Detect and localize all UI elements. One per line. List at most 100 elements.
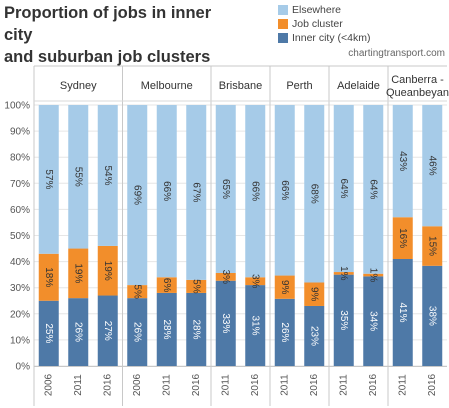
bar-segment-inner-city (392, 258, 413, 366)
bar-segment-elsewhere (304, 105, 325, 283)
data-label-inner-city: 26% (279, 322, 290, 342)
data-label-elsewhere: 66% (250, 181, 261, 201)
data-label-elsewhere: 67% (191, 182, 202, 202)
x-tick-label: 2016 (309, 373, 320, 396)
bar-segment-inner-city (186, 292, 207, 366)
bar-segment-elsewhere (363, 105, 384, 274)
y-tick-label: 30% (10, 283, 30, 294)
data-label-job-cluster: 6% (161, 278, 172, 293)
data-label-elsewhere: 69% (132, 185, 143, 205)
data-label-job-cluster: 19% (102, 261, 113, 281)
bar-segment-elsewhere (245, 105, 266, 278)
data-label-job-cluster: 9% (309, 287, 320, 302)
data-label-elsewhere: 66% (161, 181, 172, 201)
data-label-job-cluster: 5% (191, 279, 202, 294)
x-tick-label: 2011 (338, 374, 349, 396)
panel-header: Sydney (60, 80, 97, 92)
data-label-inner-city: 35% (338, 310, 349, 330)
bar-segment-job-cluster (333, 272, 354, 275)
bar-segment-elsewhere (392, 105, 413, 218)
bar-segment-job-cluster (392, 217, 413, 259)
panel-header: Adelaide (337, 80, 380, 92)
bar-segment-elsewhere (97, 105, 118, 246)
panel-header: Melbourne (141, 80, 193, 92)
chart-title-line-1: Proportion of jobs in inner city (4, 4, 212, 44)
data-label-job-cluster: 15% (427, 236, 438, 256)
legend-item-job-cluster[interactable]: Job cluster (278, 17, 448, 31)
data-label-elsewhere: 43% (397, 151, 408, 171)
data-label-elsewhere: 66% (279, 180, 290, 200)
panel-header: Canberra - (391, 74, 444, 86)
bar-segment-elsewhere (68, 105, 89, 249)
bar-segment-job-cluster (245, 277, 266, 286)
data-label-inner-city: 26% (73, 322, 84, 342)
bar-segment-inner-city (156, 292, 177, 366)
legend-swatch-job-cluster (278, 19, 288, 29)
bar-segment-inner-city (363, 276, 384, 366)
x-tick-label: 2016 (102, 373, 113, 396)
data-label-inner-city: 28% (191, 319, 202, 339)
x-tick-label: 2016 (191, 373, 202, 396)
x-tick-label: 2016 (250, 373, 261, 396)
legend-item-inner-city[interactable]: Inner city (<4km) (278, 31, 448, 45)
data-label-inner-city: 23% (309, 326, 320, 346)
x-tick-label: 2011 (73, 374, 84, 396)
data-label-elsewhere: 65% (220, 179, 231, 199)
panel-header: Queanbeyan (386, 87, 449, 99)
bar-segment-inner-city (333, 274, 354, 366)
legend-swatch-inner-city (278, 33, 288, 43)
x-tick-label: 2016 (427, 373, 438, 396)
y-tick-label: 90% (10, 127, 30, 138)
data-label-job-cluster: 5% (132, 284, 143, 299)
data-label-inner-city: 34% (368, 311, 379, 331)
y-tick-label: 60% (10, 205, 30, 216)
data-label-inner-city: 25% (43, 323, 54, 343)
data-label-elsewhere: 46% (427, 156, 438, 176)
data-label-inner-city: 38% (427, 306, 438, 326)
legend-item-elsewhere[interactable]: Elsewhere (278, 3, 448, 17)
bar-segment-inner-city (422, 265, 443, 366)
data-label-job-cluster: 1% (368, 268, 379, 283)
data-label-job-cluster: 16% (397, 228, 408, 248)
bar-segment-job-cluster (186, 279, 207, 293)
bar-segment-inner-city (38, 300, 59, 366)
data-label-elsewhere: 68% (309, 184, 320, 204)
data-label-elsewhere: 55% (73, 167, 84, 187)
legend-label-elsewhere: Elsewhere (292, 4, 342, 16)
bar-segment-inner-city (274, 298, 295, 366)
y-tick-label: 40% (10, 257, 30, 268)
y-tick-label: 80% (10, 153, 30, 164)
x-tick-label: 2016 (368, 373, 379, 396)
bar-segment-elsewhere (186, 105, 207, 280)
data-label-inner-city: 33% (220, 313, 231, 333)
y-tick-label: 70% (10, 179, 30, 190)
bar-segment-job-cluster (422, 226, 443, 266)
data-label-job-cluster: 3% (220, 270, 231, 285)
y-tick-label: 0% (16, 362, 31, 373)
source-credit: chartingtransport.com (348, 48, 445, 59)
legend-label-job-cluster: Job cluster (292, 18, 343, 30)
bar-segment-elsewhere (127, 105, 148, 286)
bar-segment-inner-city (68, 298, 89, 366)
bar-segment-elsewhere (215, 105, 236, 273)
data-label-elsewhere: 64% (338, 179, 349, 199)
bar-segment-elsewhere (422, 105, 443, 227)
data-label-elsewhere: 57% (43, 169, 54, 189)
x-tick-label: 2011 (397, 374, 408, 396)
legend-swatch-elsewhere (278, 5, 288, 15)
bar-segment-job-cluster (68, 248, 89, 299)
bar-segment-elsewhere (333, 105, 354, 273)
x-tick-label: 2011 (220, 374, 231, 396)
bar-segment-job-cluster (38, 253, 59, 301)
panel-header: Perth (286, 80, 312, 92)
bar-segment-inner-city (245, 285, 266, 366)
bar-segment-inner-city (97, 295, 118, 366)
bar-segment-job-cluster (363, 273, 384, 277)
bar-segment-inner-city (304, 305, 325, 366)
bar-segment-inner-city (215, 280, 236, 366)
legend-label-inner-city: Inner city (<4km) (292, 32, 371, 44)
data-label-inner-city: 41% (397, 302, 408, 322)
bar-segment-job-cluster (304, 282, 325, 306)
x-tick-label: 2011 (279, 374, 290, 396)
data-label-job-cluster: 18% (43, 267, 54, 287)
